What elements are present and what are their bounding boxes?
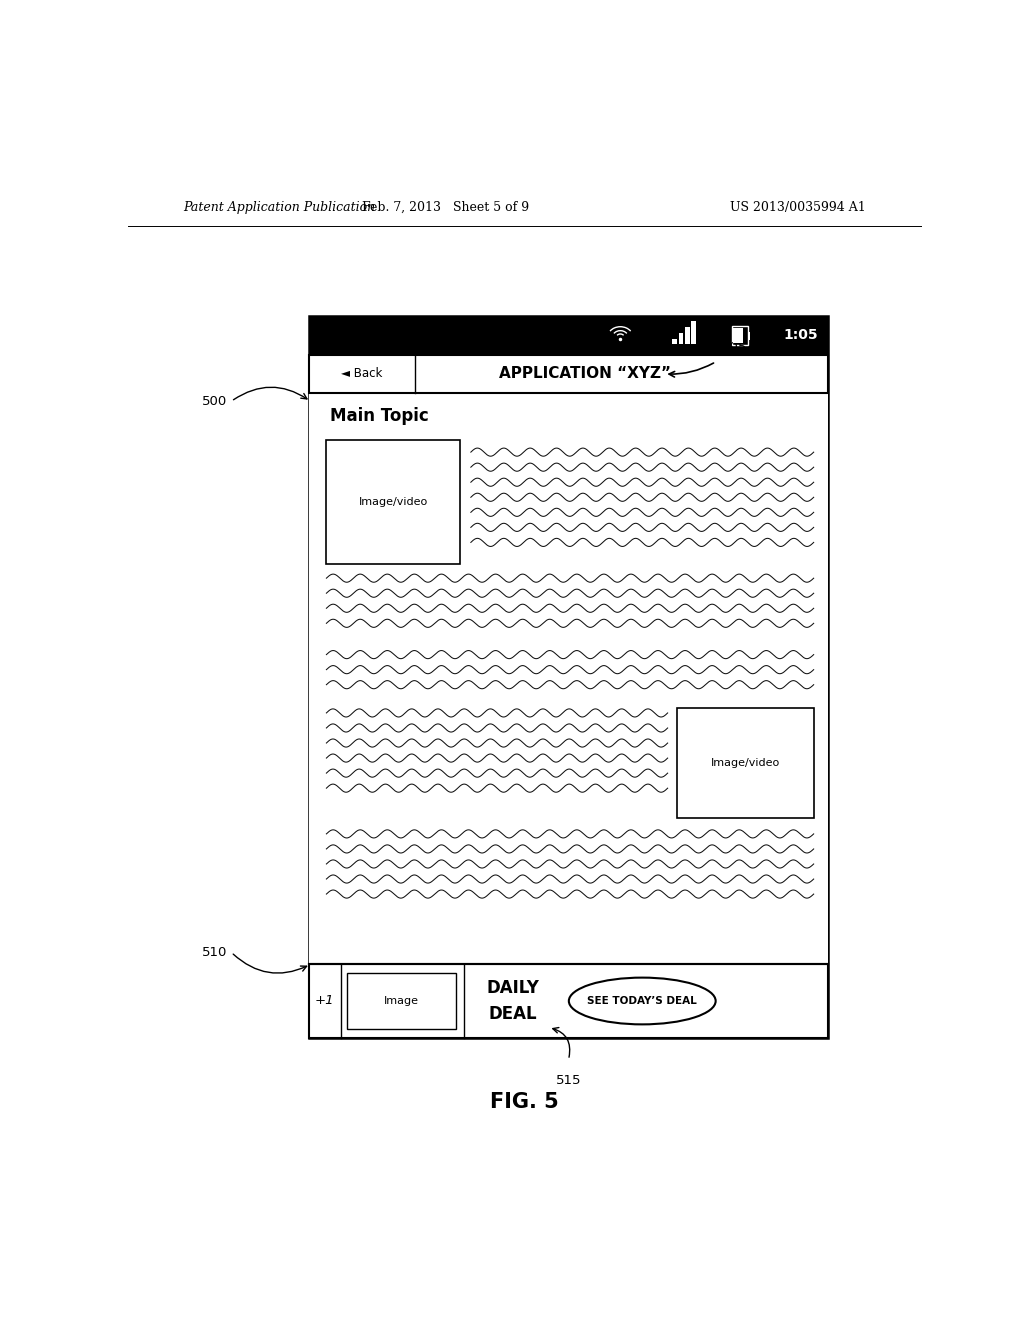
Bar — [327, 440, 460, 564]
Text: 510: 510 — [202, 945, 227, 958]
Text: DAILY: DAILY — [486, 979, 540, 997]
Bar — [309, 965, 828, 1038]
Text: Feb. 7, 2013   Sheet 5 of 9: Feb. 7, 2013 Sheet 5 of 9 — [361, 201, 529, 214]
Bar — [732, 326, 748, 346]
Text: APPLICATION “XYZ”: APPLICATION “XYZ” — [499, 367, 671, 381]
Bar — [309, 393, 828, 965]
Text: FIG. 5: FIG. 5 — [490, 1092, 559, 1111]
Bar — [733, 329, 743, 343]
Text: 1:05: 1:05 — [783, 329, 818, 342]
Text: Image: Image — [384, 997, 419, 1006]
Ellipse shape — [569, 978, 716, 1024]
Text: Main Topic: Main Topic — [331, 407, 429, 425]
Text: Image/video: Image/video — [711, 758, 780, 768]
Text: DEAL: DEAL — [488, 1006, 538, 1023]
Bar — [679, 333, 683, 345]
Text: +1: +1 — [315, 994, 335, 1007]
Bar — [672, 339, 677, 345]
Bar — [677, 708, 814, 817]
Bar — [691, 321, 696, 345]
Text: Image/video: Image/video — [358, 496, 428, 507]
Text: US 2013/0035994 A1: US 2013/0035994 A1 — [730, 201, 866, 214]
Bar — [309, 315, 828, 1038]
Text: SEE TODAY’S DEAL: SEE TODAY’S DEAL — [588, 997, 697, 1006]
Text: 505: 505 — [722, 341, 748, 354]
Bar — [309, 355, 828, 393]
Bar — [309, 315, 828, 355]
Bar — [685, 327, 690, 345]
Bar — [748, 331, 751, 339]
Text: Patent Application Publication: Patent Application Publication — [183, 201, 376, 214]
Bar — [347, 973, 456, 1030]
Text: 515: 515 — [556, 1073, 582, 1086]
Text: 500: 500 — [202, 395, 227, 408]
Text: ◄ Back: ◄ Back — [341, 367, 383, 380]
